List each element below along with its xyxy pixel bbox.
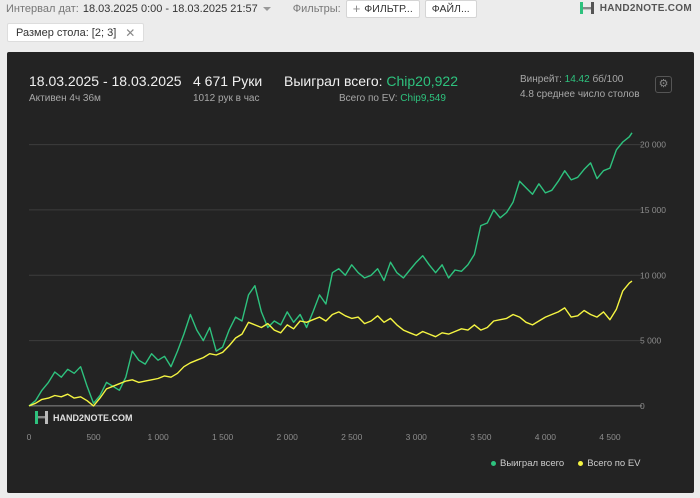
x-tick-label: 1 500 bbox=[212, 432, 234, 442]
add-filter-label: ФИЛЬТР... bbox=[364, 3, 413, 15]
x-tick-label: 2 000 bbox=[277, 432, 299, 442]
date-interval-select[interactable]: 18.03.2025 0:00 - 18.03.2025 21:57 bbox=[82, 3, 258, 15]
winrate-label: Винрейт: bbox=[520, 74, 562, 85]
hands-count: 4 671 Руки bbox=[193, 73, 263, 89]
active-time: Активен 4ч 36м bbox=[29, 93, 101, 104]
y-tick-label: 0 bbox=[640, 401, 645, 411]
active-filter-chip[interactable]: Размер стола: [2; 3] ✕ bbox=[7, 23, 145, 42]
add-filter-button[interactable]: + ФИЛЬТР... bbox=[345, 0, 420, 18]
won-value: Chip20,922 bbox=[386, 73, 459, 89]
watermark-text: HAND2NOTE.COM bbox=[53, 413, 133, 423]
x-tick-label: 3 500 bbox=[470, 432, 492, 442]
x-tick-label: 500 bbox=[86, 432, 100, 442]
filters-label: Фильтры: bbox=[292, 3, 341, 15]
brand-logo: HAND2NOTE.COM bbox=[579, 1, 692, 15]
winrate-unit: бб/100 bbox=[592, 74, 624, 85]
winrate-value: 14.42 bbox=[564, 74, 590, 85]
chevron-down-icon[interactable] bbox=[262, 7, 271, 11]
ev-value: Chip9,549 bbox=[400, 93, 446, 104]
y-tick-label: 10 000 bbox=[640, 270, 666, 280]
close-icon[interactable]: ✕ bbox=[125, 25, 136, 40]
top-toolbar: Интервал дат: 18.03.2025 0:00 - 18.03.20… bbox=[0, 0, 700, 18]
chart-watermark: HAND2NOTE.COM bbox=[35, 411, 133, 424]
plus-icon: + bbox=[352, 1, 361, 16]
gear-icon[interactable]: ⚙ bbox=[655, 76, 672, 93]
x-tick-label: 0 bbox=[27, 432, 32, 442]
hand2note-logo-icon bbox=[579, 2, 594, 14]
y-tick-label: 5 000 bbox=[640, 336, 662, 346]
date-interval-label: Интервал дат: bbox=[6, 3, 79, 15]
y-tick-label: 15 000 bbox=[640, 205, 666, 215]
legend-label-ev: Всего по EV bbox=[587, 458, 641, 469]
file-button[interactable]: ФАЙЛ... bbox=[424, 0, 477, 18]
period-value: 18.03.2025 - 18.03.2025 bbox=[29, 73, 182, 89]
x-tick-label: 2 500 bbox=[341, 432, 363, 442]
stats-panel: 18.03.2025 - 18.03.2025 Активен 4ч 36м 4… bbox=[7, 52, 694, 493]
y-tick-label: 20 000 bbox=[640, 140, 666, 150]
x-tick-label: 4 000 bbox=[535, 432, 557, 442]
legend-item-ev[interactable]: Всего по EV bbox=[578, 458, 641, 469]
legend-item-won[interactable]: Выиграл всего bbox=[491, 458, 564, 469]
series-line-won bbox=[28, 132, 633, 407]
file-button-label: ФАЙЛ... bbox=[431, 3, 470, 15]
chart-legend: Выиграл всего Всего по EV bbox=[491, 458, 641, 469]
winnings-chart: 0 5 000 10 000 15 000 20 000 0 500 1 000 1 500 2 … bbox=[27, 132, 666, 442]
hands-block: 4 671 Руки 1012 рук в час bbox=[193, 73, 262, 104]
legend-label-won: Выиграл всего bbox=[500, 458, 565, 469]
hands-per-hour: 1012 рук в час bbox=[193, 93, 260, 104]
brand-name: HAND2NOTE.COM bbox=[599, 2, 692, 14]
avg-tables: 4.8 среднее число столов bbox=[520, 89, 640, 100]
x-tick-label: 1 000 bbox=[147, 432, 169, 442]
x-tick-label: 3 000 bbox=[406, 432, 428, 442]
active-filter-label: Размер стола: [2; 3] bbox=[16, 26, 117, 39]
ev-label: Всего по EV: bbox=[339, 93, 398, 104]
x-tick-label: 4 500 bbox=[599, 432, 621, 442]
winrate-block: Винрейт: 14.42 бб/100 4.8 среднее число … bbox=[520, 73, 640, 100]
period-block: 18.03.2025 - 18.03.2025 Активен 4ч 36м bbox=[29, 73, 182, 104]
won-block: Выиграл всего: Chip20,922 Всего по EV: C… bbox=[284, 73, 458, 104]
won-label: Выиграл всего: bbox=[284, 73, 383, 89]
series-line-ev bbox=[28, 280, 633, 407]
